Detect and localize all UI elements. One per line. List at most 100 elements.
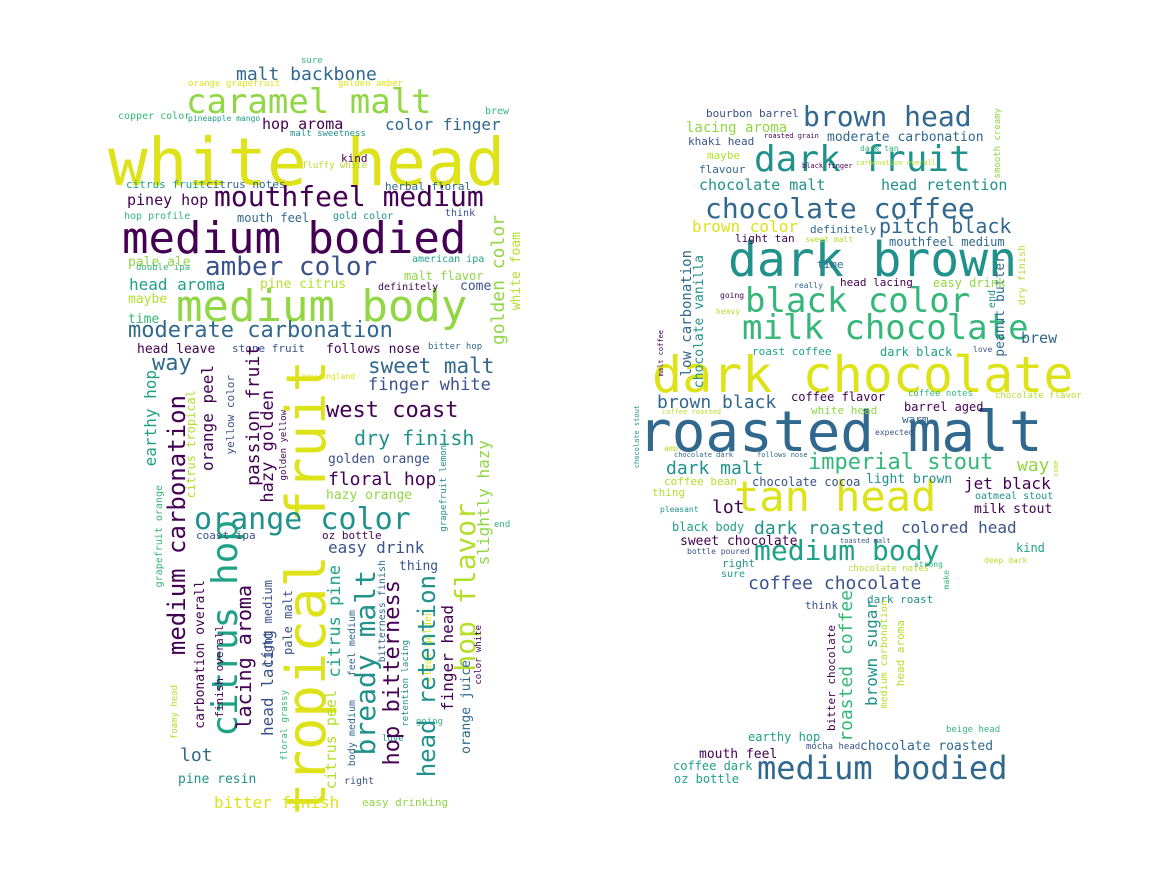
right-word-black-body: black body (672, 520, 745, 534)
right-word-strong: strong (914, 560, 943, 569)
right-word-right: right (722, 557, 756, 570)
left-word-american-ipa: american ipa (412, 254, 485, 265)
left-word-maybe: maybe (128, 292, 168, 307)
right-word-end: end (987, 290, 998, 309)
left-word-come: come (460, 279, 492, 294)
right-word-time: time (817, 258, 844, 271)
left-word-head-leave: head leave (137, 342, 216, 357)
left-word-white-foam: white foam (509, 232, 524, 311)
left-word-cloud: white head medium bodied medium body carame… (108, 57, 524, 816)
right-word-chocolate-flavor: chocolate flavor (995, 391, 1082, 401)
right-word-warm: warm (902, 413, 929, 426)
right-word-amp: amp (664, 444, 679, 453)
left-word-definitely: definitely (378, 282, 439, 293)
left-word-piney-hop: piney hop (127, 191, 209, 209)
left-word-moderate-carbonation: moderate carbonation (128, 318, 393, 343)
right-word-toasted-malt: toasted malt (840, 537, 891, 545)
right-word-oz-bottle: oz bottle (674, 772, 740, 786)
left-word-body-medium: body medium (347, 700, 358, 767)
left-word-pine-resin: pine resin (178, 772, 257, 787)
right-word-dark-malt: dark malt (666, 458, 764, 479)
left-word-hop-profile: hop profile (124, 211, 191, 222)
left-word-orange-color: orange color (194, 502, 411, 537)
left-word-grapefruit-orange: grapefruit orange (154, 485, 165, 588)
left-word-earthy-hop: earthy hop (141, 370, 160, 467)
left-word-gold-color: gold color (333, 211, 394, 222)
right-word-medium-bodied: medium bodied (757, 749, 1008, 787)
right-word-medium-carbonation: medium carbonation (879, 600, 890, 709)
right-word-maybe: maybe (707, 149, 741, 162)
left-word-golden-amber: golden amber (338, 79, 404, 89)
left-word-end: end (494, 520, 511, 530)
right-word-barrel-aged: barrel aged (904, 400, 984, 414)
left-word-pale-ale: pale ale (128, 255, 191, 270)
right-word-khaki-head: khaki head (688, 135, 755, 148)
right-word-light-tan: light tan (735, 232, 795, 245)
right-word-going: going (720, 291, 745, 300)
left-word-slightly-hazy: slightly hazy (474, 440, 493, 566)
left-word-caramel-malt: caramel malt (186, 82, 432, 122)
left-word-citrus-notes: citrus notes (206, 178, 286, 191)
left-word-bitter-hop: bitter hop (428, 342, 483, 352)
right-word-roast-coffee: roast coffee (752, 345, 832, 358)
right-word-white-head: white head (811, 404, 878, 417)
right-word-expected: expected (875, 428, 914, 437)
left-word-oz-bottle: oz bottle (322, 529, 382, 542)
left-word-citrus-peel: citrus peel (322, 690, 340, 790)
right-word-black-color: black color (745, 281, 971, 321)
right-word-chocolate-notes: chocolate notes (848, 564, 930, 574)
right-word-dark-black: dark black (880, 345, 953, 359)
right-word-mocha-head: mocha head (806, 742, 861, 752)
left-word-finger-white: finger white (368, 375, 491, 395)
right-word-coffee-flavor: coffee flavor (791, 390, 885, 404)
left-word-white-head: white head (108, 124, 506, 201)
left-word-bitter-finish: bitter finish (214, 793, 340, 812)
right-word-roasted-grain: roasted grain (764, 132, 819, 140)
right-word-kind: kind (1016, 541, 1045, 555)
right-word-heavy: heavy (716, 307, 741, 316)
left-word-malt-flavor: malt flavor (404, 269, 484, 283)
right-word-dry-finish: dry finish (1017, 245, 1028, 306)
left-word-medium-carbonation: medium carbonation (163, 395, 191, 656)
left-word-carbonation-overall: carbonation overall (193, 580, 208, 729)
right-word-malt-coffee: malt coffee (657, 330, 665, 377)
left-word-medium-bodied: medium bodied (122, 213, 467, 264)
left-word-feel-medium: feel medium (347, 610, 358, 677)
right-word-oatmeal-stout: oatmeal stout (975, 491, 1054, 502)
right-word-medium-body: medium body (754, 534, 940, 567)
right-word-sweet-chocolate: sweet chocolate (680, 534, 798, 549)
left-word-mouth-feel: mouth feel (237, 211, 310, 225)
left-word-orange-peel: orange peel (198, 365, 217, 471)
right-word-definitely: definitely (810, 223, 877, 236)
right-word-light-brown: light brown (866, 472, 953, 487)
right-word-really: really (794, 281, 823, 290)
right-word-follows-nose: follows nose (757, 451, 808, 459)
right-word-smooth-creamy: smooth creamy (993, 108, 1003, 179)
left-word-color-finger: color finger (385, 115, 501, 134)
right-word-chocolate-malt: chocolate malt (699, 176, 826, 194)
right-word-moderate-carbonation: moderate carbonation (827, 130, 984, 145)
left-word-coast-ipa: coast ipa (196, 529, 256, 542)
left-word-west-coast: west coast (326, 398, 459, 423)
right-word-come: come (1052, 460, 1060, 477)
left-word-mouthfeel-medium: mouthfeel medium (214, 180, 484, 213)
left-word-copper-color: copper color (118, 111, 191, 122)
right-word-brew: brew (1021, 329, 1058, 347)
right-word-dark-roasted: dark roasted (754, 518, 885, 539)
left-word-citrus-fruit: citrus fruit (126, 178, 206, 191)
left-word-fluffy-white: fluffy white (302, 161, 368, 171)
left-word-grapefruit-lemon: grapefruit lemon (439, 445, 449, 532)
left-word-finish-overall: finish overall (213, 625, 226, 718)
left-word-way: way (152, 351, 192, 376)
right-word-think: think (805, 599, 839, 612)
left-word-herbal-floral: herbal floral (385, 180, 472, 193)
right-word-roasted-malt: roasted malt (638, 400, 1043, 465)
right-word-way: way (1017, 455, 1050, 476)
left-word-pale-malt: pale malt (281, 590, 295, 656)
left-word-yellow-color: yellow color (224, 375, 237, 455)
left-word-sweet-malt: sweet malt (368, 354, 495, 378)
right-word-roasted-coffee: roasted coffee (836, 590, 857, 742)
left-word-thing: thing (399, 559, 439, 574)
left-word-time: time (128, 312, 160, 327)
left-word-floral-grassy: floral grassy (280, 690, 290, 761)
